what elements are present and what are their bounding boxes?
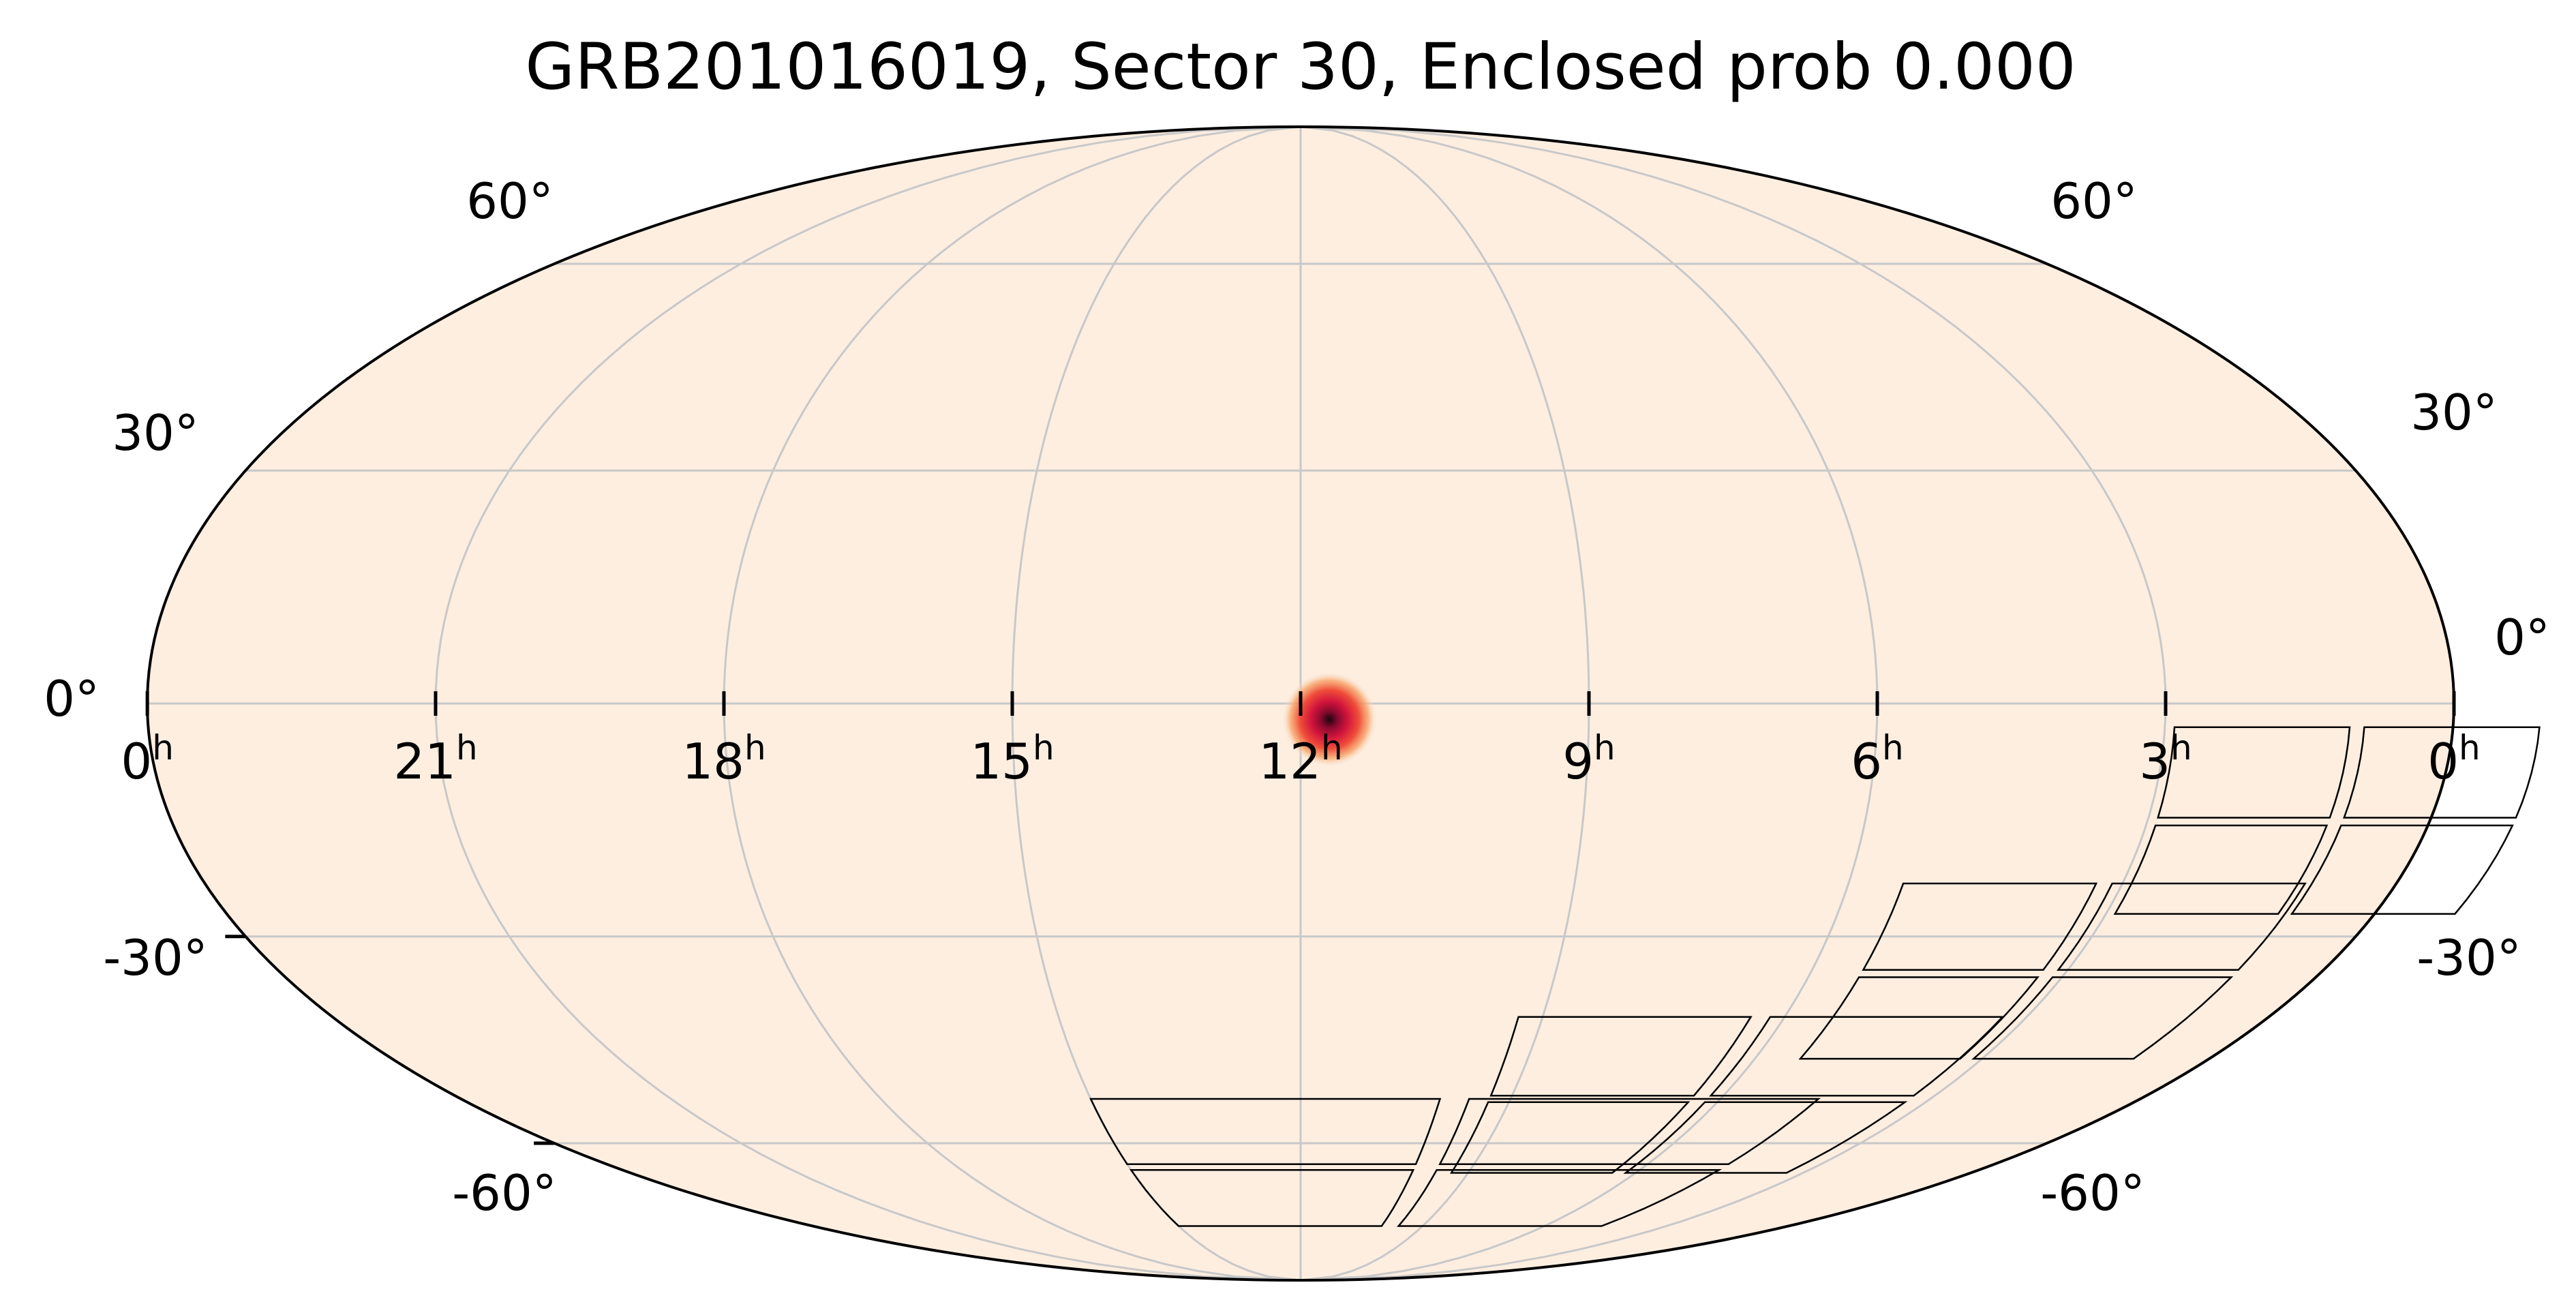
dec-label-right: -30°: [2416, 929, 2521, 986]
ccd-outline: [2057, 882, 2307, 971]
ccd-outline: [1862, 882, 2098, 971]
sector-footprint: [1089, 726, 2541, 1227]
ra-labels: 0h 21h 18h 15h 12h 9h 6h 3h 0h: [121, 728, 2480, 790]
ccd-outline: [2113, 824, 2329, 915]
ra-label: 18h: [682, 728, 766, 790]
dec-label-right: -60°: [2040, 1164, 2145, 1222]
ra-label: 0h: [2427, 728, 2481, 790]
dec-label-left: -30°: [103, 929, 208, 986]
dec-label-left: 60°: [466, 172, 554, 230]
ra-label: 0h: [121, 728, 174, 790]
dec-labels-left: 60° 30° 0° -30° -60°: [44, 172, 557, 1222]
dec-label-left: -60°: [452, 1164, 557, 1222]
probability-hotspot: [1282, 671, 1378, 768]
ccd-outline: [1438, 1098, 1821, 1165]
ccd-outline: [2343, 726, 2541, 819]
ccd-outline: [1971, 976, 2234, 1060]
ccd-outline: [1798, 976, 2040, 1060]
ccd-outline: [1489, 1016, 1753, 1097]
ra-label: 9h: [1562, 728, 1616, 790]
dec-label-right: 60°: [2050, 172, 2138, 230]
axis-ticks: [145, 691, 2456, 1145]
ra-label: 3h: [2139, 728, 2192, 790]
ccd-outline: [1623, 1101, 1908, 1174]
ccd-outline: [1449, 1101, 1691, 1174]
ccd-outline: [1089, 1098, 1442, 1165]
dec-label-left: 30°: [112, 404, 199, 462]
ccd-outline: [1397, 1169, 1723, 1227]
ccd-outline: [1709, 1016, 2005, 1097]
ccd-outline: [2290, 824, 2514, 915]
dec-label-right: 0°: [2494, 609, 2550, 666]
ra-label: 21h: [393, 728, 477, 790]
dec-label-right: 30°: [2410, 384, 2498, 441]
dec-label-left: 0°: [44, 670, 100, 727]
ra-label: 15h: [970, 728, 1054, 790]
ccd-outline: [2157, 726, 2351, 819]
chart-title: GRB201016019, Sector 30, Enclosed prob 0…: [525, 30, 2076, 104]
dec-labels-right: 60° 30° 0° -30° -60°: [2040, 172, 2550, 1222]
ra-label: 6h: [1851, 728, 1904, 790]
ccd-outline: [1129, 1169, 1415, 1227]
ra-label: 12h: [1258, 728, 1342, 790]
